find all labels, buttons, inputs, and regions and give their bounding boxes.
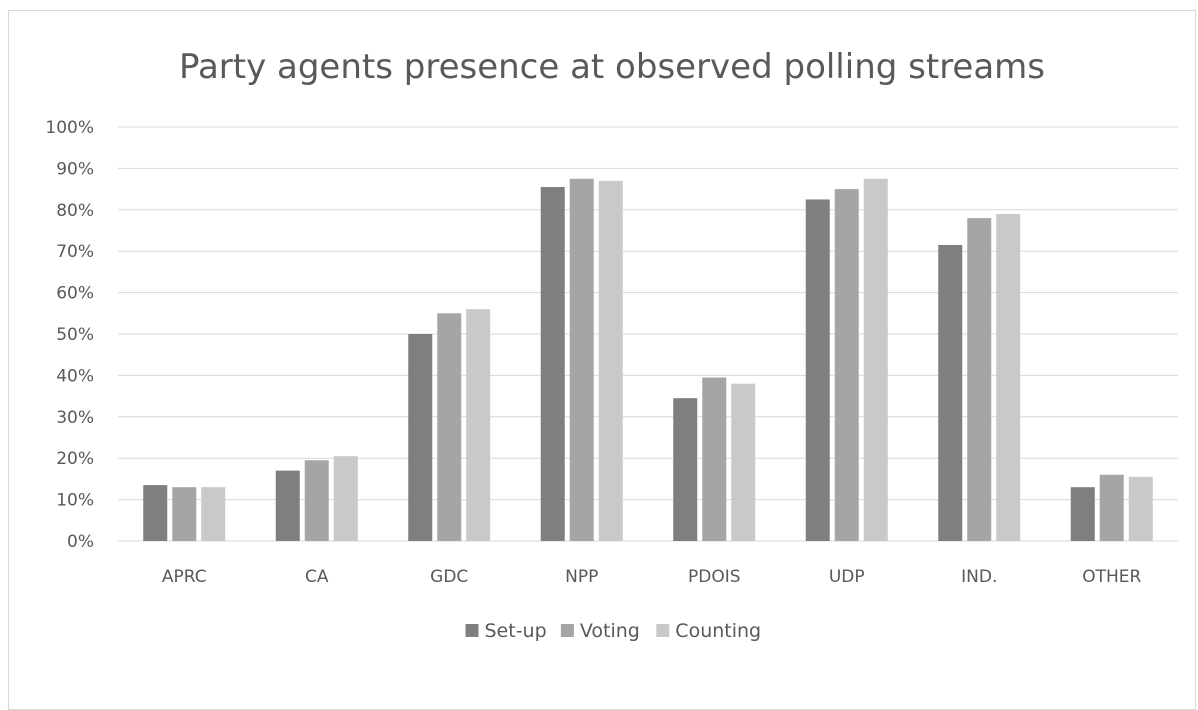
- x-category-label: GDC: [430, 567, 468, 587]
- x-category-label: CA: [305, 567, 329, 587]
- bar-set-up-udp: [805, 199, 830, 541]
- x-category-label: OTHER: [1082, 567, 1141, 587]
- x-category-label: APRC: [162, 567, 207, 587]
- y-tick-label: 70%: [56, 242, 94, 262]
- y-tick-label: 100%: [45, 118, 94, 138]
- bar-voting-ca: [304, 460, 329, 541]
- bar-voting-ind: [967, 218, 992, 541]
- y-tick-label: 60%: [56, 284, 94, 304]
- bar-voting-npp: [569, 178, 594, 541]
- bar-counting-ca: [333, 456, 358, 541]
- y-tick-label: 40%: [56, 366, 94, 386]
- bar-counting-gdc: [466, 309, 491, 541]
- x-axis-categories: APRC CA GDC NPP PDOIS UDP IND. OTHER: [162, 567, 1142, 587]
- bar-voting-aprc: [172, 487, 197, 541]
- bar-counting-aprc: [201, 487, 226, 541]
- y-axis-ticks: 0% 10% 20% 30% 40% 50% 60% 70% 80% 90% 100%: [45, 118, 94, 552]
- y-tick-label: 50%: [56, 325, 94, 345]
- bar-voting-udp: [834, 189, 859, 541]
- bar-voting-gdc: [437, 313, 462, 541]
- bar-set-up-other: [1070, 487, 1095, 541]
- y-tick-label: 0%: [67, 532, 94, 552]
- x-category-label: UDP: [829, 567, 865, 587]
- legend-swatch-voting: [560, 624, 574, 637]
- bars: [143, 178, 1153, 542]
- y-tick-label: 10%: [56, 491, 94, 511]
- x-category-label: NPP: [565, 567, 598, 587]
- bar-set-up-npp: [540, 187, 565, 541]
- legend-label: Counting: [675, 620, 761, 642]
- y-tick-label: 30%: [56, 408, 94, 428]
- bar-set-up-aprc: [143, 485, 168, 541]
- chart-svg: Party agents presence at observed pollin…: [45, 47, 1178, 642]
- bar-set-up-gdc: [408, 334, 433, 541]
- legend-label: Set-up: [485, 620, 547, 642]
- bar-set-up-ca: [275, 470, 300, 541]
- legend-swatch-counting: [656, 624, 670, 637]
- x-category-label: IND.: [961, 567, 997, 587]
- bar-set-up-pdois: [673, 398, 698, 541]
- bar-counting-udp: [863, 178, 888, 541]
- legend: Set-up Voting Counting: [465, 620, 761, 642]
- bar-counting-pdois: [731, 383, 756, 541]
- bar-set-up-ind: [938, 244, 963, 542]
- y-tick-label: 90%: [56, 159, 94, 179]
- bar-counting-other: [1128, 476, 1153, 541]
- bar-voting-pdois: [702, 377, 727, 541]
- y-tick-label: 80%: [56, 201, 94, 221]
- bar-counting-ind: [996, 213, 1021, 541]
- bar-voting-other: [1099, 474, 1124, 541]
- legend-label: Voting: [580, 620, 640, 642]
- x-category-label: PDOIS: [688, 567, 741, 587]
- legend-swatch-set-up: [465, 624, 479, 637]
- bar-counting-npp: [598, 180, 623, 541]
- chart-title: Party agents presence at observed pollin…: [179, 47, 1045, 87]
- y-tick-label: 20%: [56, 449, 94, 469]
